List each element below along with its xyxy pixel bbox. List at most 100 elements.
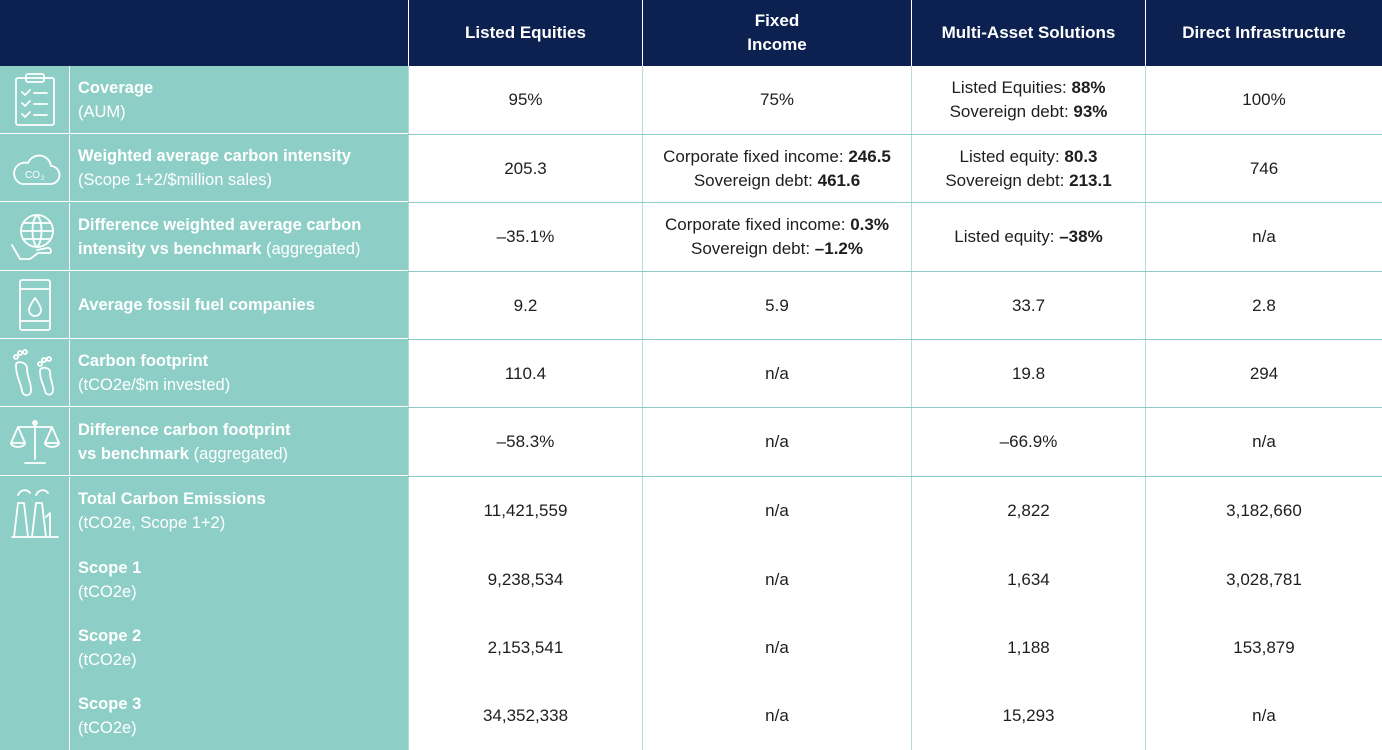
cell-line: n/a <box>1252 704 1276 728</box>
cell-line: 34,352,338 <box>483 704 568 728</box>
cell-fixed-income: n/a <box>642 340 911 407</box>
cell-text: 95% <box>508 90 543 109</box>
table-row-carbon-footprint: Carbon footprint (tCO2e/$m invested) 110.4… <box>0 340 1382 408</box>
cell-text: 11,421,559 <box>483 501 568 520</box>
cell-text: 3,028,781 <box>1226 569 1302 589</box>
table-row-footprint-vs-benchmark: Difference carbon footprint vs benchmark … <box>0 408 1382 477</box>
table-header: Listed Equities Fixed Income Multi-Asset … <box>0 0 1382 66</box>
cell-text: Corporate fixed income: <box>665 215 851 234</box>
row-icon-cell <box>0 272 70 339</box>
row-label-sub2: (aggregated) <box>188 444 289 463</box>
cell-line: 11,421,559 <box>484 499 568 523</box>
cell-text: 5.9 <box>765 295 789 315</box>
cell-listed-equities: –35.1% <box>408 203 642 271</box>
cell-line: n/a <box>765 499 789 523</box>
cell-line: n/a <box>765 362 789 386</box>
cell-direct-infrastructure: 294 <box>1145 340 1382 407</box>
cell-line: Sovereign debt: –1.2% <box>691 237 863 261</box>
cell-multi-asset: 15,293 <box>911 682 1145 750</box>
row-label-sub2: (aggregated) <box>261 239 361 258</box>
row-label: Coverage (AUM) <box>70 66 408 134</box>
cell-value: 93% <box>1073 102 1108 121</box>
row-label: Scope 3 (tCO2e) <box>70 682 408 750</box>
cell-text: 1,188 <box>1007 638 1050 657</box>
cell-value: 246.5 <box>848 146 891 166</box>
row-label-main: Difference weighted average carbon <box>78 215 362 234</box>
cell-line: Sovereign debt: 461.6 <box>694 169 860 193</box>
cell-line: 19.8 <box>1012 362 1045 386</box>
cell-line: 95% <box>508 88 542 112</box>
cell-text: 34,352,338 <box>482 706 569 725</box>
cell-line: 1,634 <box>1007 568 1050 592</box>
oil-barrel-icon <box>18 279 51 331</box>
cell-text: –66.9% <box>999 432 1058 451</box>
row-label-main: Difference carbon footprint <box>78 420 291 439</box>
cell-fixed-income: Corporate fixed income: 0.3% Sovereign de… <box>642 203 911 271</box>
row-label: Scope 2 (tCO2e) <box>70 614 408 682</box>
row-icon-cell <box>0 203 70 271</box>
header-listed-equities: Listed Equities <box>408 0 642 66</box>
cell-line: 2.8 <box>1252 294 1276 318</box>
cell-line: –58.3% <box>497 430 555 454</box>
cell-text: 9.2 <box>513 295 538 315</box>
cell-multi-asset: 33.7 <box>911 272 1145 339</box>
cell-multi-asset: 19.8 <box>911 340 1145 407</box>
table-row-fossil-fuel: Average fossil fuel companies 9.2 5.9 33.7 2… <box>0 272 1382 340</box>
row-icon-cell <box>0 545 70 614</box>
row-label-sub: (tCO2e) <box>78 651 137 669</box>
cell-line: Sovereign debt: 93% <box>950 100 1108 124</box>
cell-line: Corporate fixed income: 0.3% <box>665 213 889 237</box>
cell-line: 9,238,534 <box>488 568 564 592</box>
cell-line: Listed equity: –38% <box>954 225 1102 249</box>
cell-line: 110.4 <box>505 362 546 386</box>
table-row-scope-1: Scope 1 (tCO2e) 9,238,534 n/a 1,634 3,028,781 <box>0 545 1382 614</box>
cell-line: n/a <box>1252 430 1276 454</box>
cell-text: Listed equity: <box>954 227 1060 246</box>
footprint-icon <box>12 349 54 397</box>
cell-text: Sovereign debt: <box>690 239 815 258</box>
row-icon-cell <box>0 614 70 682</box>
cell-direct-infrastructure: 3,028,781 <box>1145 545 1382 614</box>
cell-text: 294 <box>1249 363 1279 383</box>
cell-text: n/a <box>1252 706 1276 725</box>
cell-text: 746 <box>1249 158 1279 178</box>
cell-line: 294 <box>1250 362 1278 386</box>
cell-line: n/a <box>765 636 789 660</box>
row-label-sub: (tCO2e) <box>78 719 137 737</box>
row-label-main: Scope 3 <box>78 695 142 713</box>
globe-hand-icon <box>10 213 54 260</box>
cell-text: n/a <box>765 706 789 725</box>
cell-text: 75% <box>759 90 795 109</box>
cell-fixed-income: n/a <box>642 682 911 750</box>
cell-listed-equities: 110.4 <box>408 340 642 407</box>
cell-value: –1.2% <box>814 239 863 258</box>
cell-text: 2.8 <box>1252 295 1276 315</box>
cell-text: Listed equity: <box>959 146 1065 166</box>
cell-line: 3,182,660 <box>1226 499 1302 523</box>
cell-direct-infrastructure: 2.8 <box>1145 272 1382 339</box>
cell-line: 100% <box>1242 88 1285 112</box>
cell-line: n/a <box>765 430 789 454</box>
cell-text: n/a <box>765 501 789 520</box>
cell-text: 2,822 <box>1007 501 1050 520</box>
cell-listed-equities: 9,238,534 <box>408 545 642 614</box>
cell-line: n/a <box>765 704 789 728</box>
cell-direct-infrastructure: n/a <box>1145 203 1382 271</box>
cell-line: 2,822 <box>1007 499 1050 523</box>
row-icon-cell <box>0 340 70 407</box>
cell-line: 1,188 <box>1007 636 1050 660</box>
row-label: Scope 1 (tCO2e) <box>70 545 408 614</box>
cell-listed-equities: 11,421,559 <box>408 477 642 545</box>
cell-listed-equities: 95% <box>408 66 642 134</box>
header-line: Multi-Asset Solutions <box>941 23 1116 42</box>
cell-multi-asset: Listed equity: –38% <box>911 203 1145 271</box>
cell-multi-asset: 2,822 <box>911 477 1145 545</box>
row-label: Average fossil fuel companies <box>70 272 408 339</box>
cell-line: n/a <box>1252 225 1276 249</box>
cell-text: n/a <box>765 569 789 589</box>
cell-line: Corporate fixed income: 246.5 <box>663 145 891 169</box>
row-label-main2: vs benchmark <box>78 444 189 463</box>
cell-text: 153,879 <box>1233 638 1295 657</box>
row-label-main: Carbon footprint <box>78 352 209 370</box>
cell-line: 5.9 <box>765 294 789 318</box>
